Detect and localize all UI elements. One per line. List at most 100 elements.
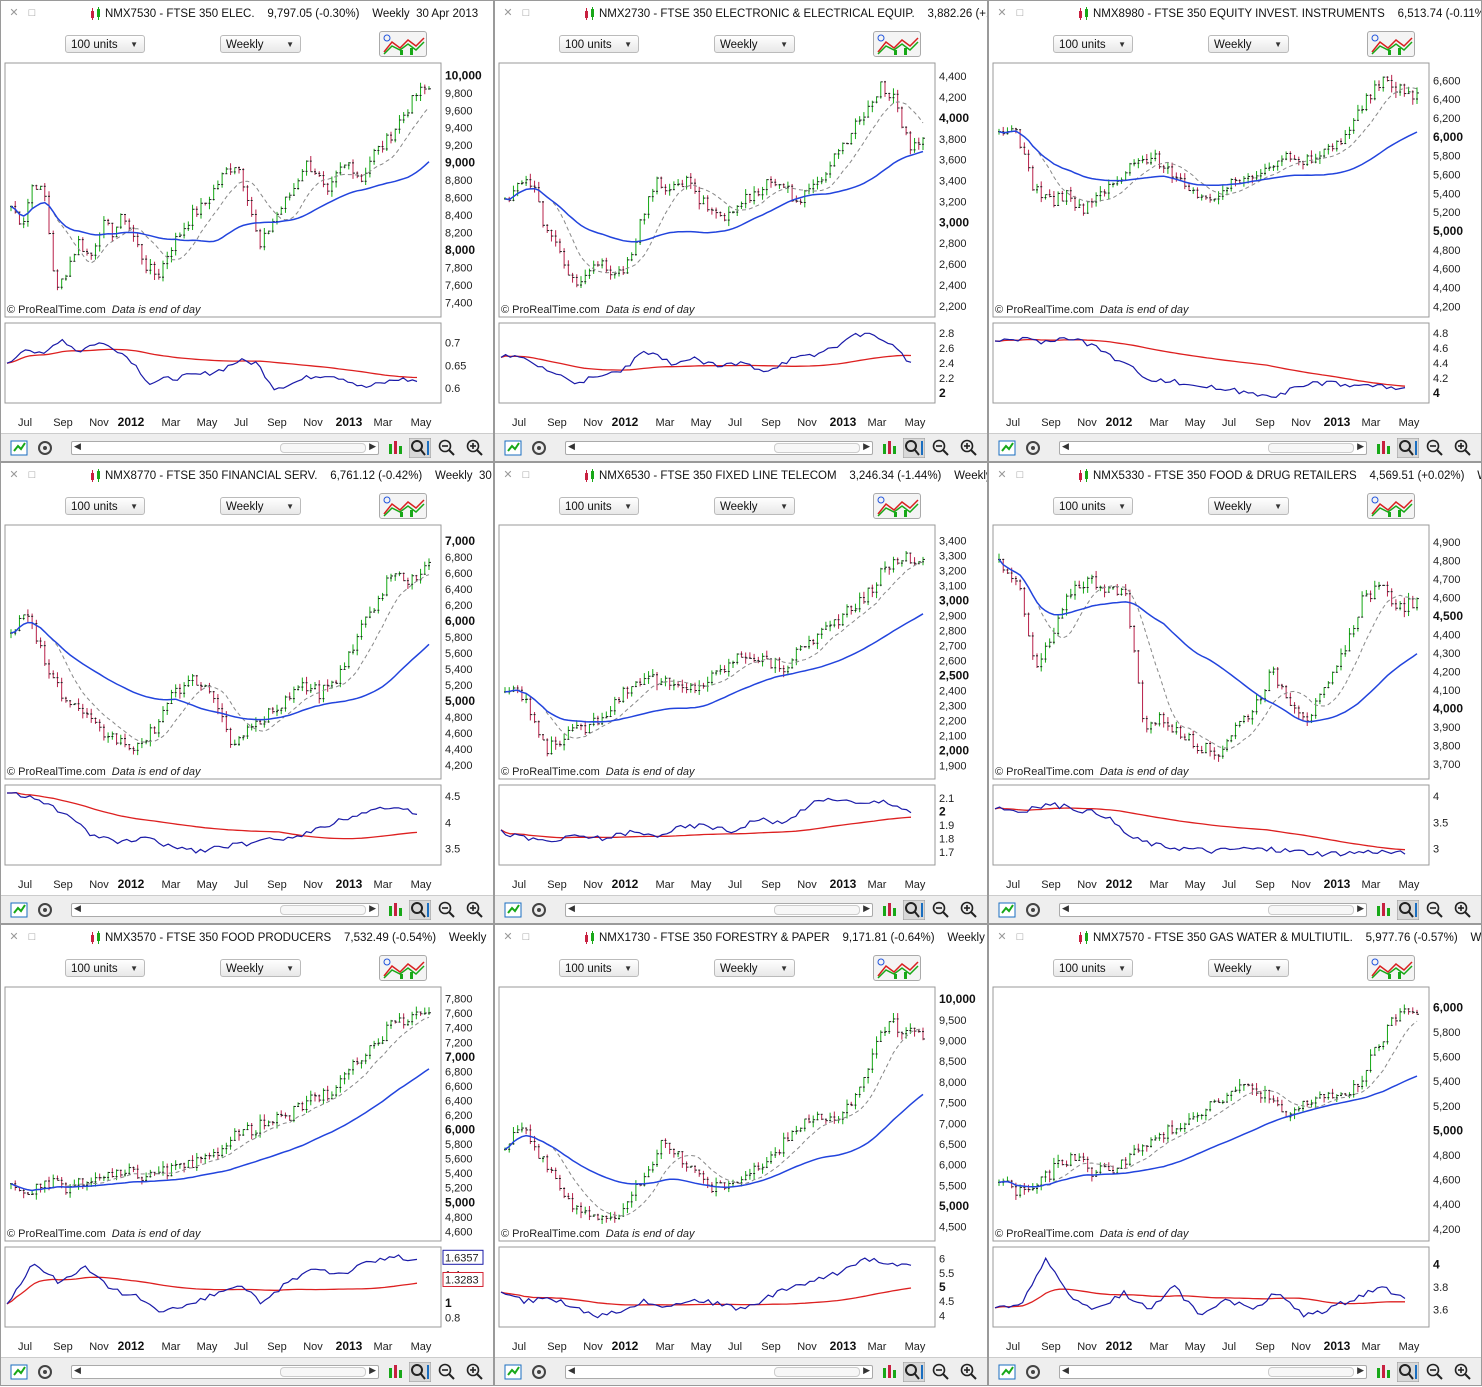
settings-icon[interactable]	[1023, 900, 1043, 920]
scroll-left-icon[interactable]: ◀	[1062, 441, 1069, 451]
zoom-out-icon[interactable]	[437, 900, 457, 920]
minimize-icon[interactable]: □	[522, 7, 530, 19]
units-select[interactable]: 100 units ▼	[65, 959, 145, 977]
close-icon[interactable]: ✕	[9, 469, 19, 481]
timeframe-select[interactable]: Weekly ▼	[1208, 959, 1289, 977]
time-scrollbar[interactable]: ◀ ▶	[565, 903, 873, 917]
units-select[interactable]: 100 units ▼	[559, 35, 639, 53]
time-scrollbar[interactable]: ◀ ▶	[71, 1365, 379, 1379]
minimize-icon[interactable]: □	[28, 7, 36, 19]
scroll-thumb[interactable]	[1268, 905, 1354, 915]
scroll-right-icon[interactable]: ▶	[1357, 1365, 1364, 1375]
timeframe-select[interactable]: Weekly ▼	[714, 959, 795, 977]
export-icon[interactable]	[503, 900, 523, 920]
export-icon[interactable]	[9, 900, 29, 920]
timeframe-select[interactable]: Weekly ▼	[220, 497, 301, 515]
scroll-thumb[interactable]	[280, 443, 366, 453]
price-chart[interactable]: 4,400 4,200 4,000 3,800 3,600 3,400 3,200 3,000…	[495, 61, 988, 433]
settings-icon[interactable]	[35, 438, 55, 458]
units-select[interactable]: 100 units ▼	[559, 959, 639, 977]
scroll-right-icon[interactable]: ▶	[1357, 903, 1364, 913]
draw-tool-icon[interactable]	[1373, 1362, 1393, 1382]
close-icon[interactable]: ✕	[997, 7, 1007, 19]
export-icon[interactable]	[997, 900, 1017, 920]
zoom-in-icon[interactable]	[465, 900, 485, 920]
scroll-thumb[interactable]	[1268, 1367, 1354, 1377]
zoom-out-icon[interactable]	[931, 900, 951, 920]
time-scrollbar[interactable]: ◀ ▶	[71, 903, 379, 917]
scroll-right-icon[interactable]: ▶	[1357, 441, 1364, 451]
settings-icon[interactable]	[529, 900, 549, 920]
units-select[interactable]: 100 units ▼	[1053, 959, 1133, 977]
scroll-left-icon[interactable]: ◀	[74, 903, 81, 913]
close-icon[interactable]: ✕	[997, 931, 1007, 943]
draw-tool-icon[interactable]	[385, 900, 405, 920]
scroll-right-icon[interactable]: ▶	[863, 903, 870, 913]
zoom-out-icon[interactable]	[931, 1362, 951, 1382]
zoom-in-icon[interactable]	[465, 1362, 485, 1382]
zoom-in-icon[interactable]	[959, 1362, 979, 1382]
draw-tool-icon[interactable]	[385, 438, 405, 458]
scroll-left-icon[interactable]: ◀	[1062, 1365, 1069, 1375]
minimize-icon[interactable]: □	[1016, 931, 1024, 943]
draw-tool-icon[interactable]	[879, 1362, 899, 1382]
zoom-out-icon[interactable]	[437, 1362, 457, 1382]
scroll-thumb[interactable]	[774, 443, 860, 453]
scroll-left-icon[interactable]: ◀	[568, 903, 575, 913]
zoom-out-icon[interactable]	[1425, 1362, 1445, 1382]
time-scrollbar[interactable]: ◀ ▶	[71, 441, 379, 455]
settings-icon[interactable]	[1023, 438, 1043, 458]
close-icon[interactable]: ✕	[9, 7, 19, 19]
timeframe-select[interactable]: Weekly ▼	[1208, 497, 1289, 515]
units-select[interactable]: 100 units ▼	[1053, 35, 1133, 53]
zoom-tool-icon[interactable]	[1396, 1361, 1420, 1383]
zoom-in-icon[interactable]	[1453, 1362, 1473, 1382]
price-chart[interactable]: 6,000 5,800 5,600 5,400 5,200 5,000 4,800 4,600…	[989, 985, 1482, 1357]
style-toolbar-icon[interactable]	[379, 31, 427, 57]
zoom-in-icon[interactable]	[1453, 900, 1473, 920]
price-chart[interactable]: 7,000 6,800 6,600 6,400 6,200 6,000 5,800 5,600…	[1, 523, 494, 895]
price-chart[interactable]: 6,600 6,400 6,200 6,000 5,800 5,600 5,400 5,200…	[989, 61, 1482, 433]
scroll-left-icon[interactable]: ◀	[74, 1365, 81, 1375]
zoom-tool-icon[interactable]	[1396, 437, 1420, 459]
scroll-thumb[interactable]	[774, 1367, 860, 1377]
settings-icon[interactable]	[1023, 1362, 1043, 1382]
draw-tool-icon[interactable]	[1373, 438, 1393, 458]
time-scrollbar[interactable]: ◀ ▶	[1059, 441, 1367, 455]
zoom-tool-icon[interactable]	[1396, 899, 1420, 921]
minimize-icon[interactable]: □	[522, 469, 530, 481]
scroll-right-icon[interactable]: ▶	[369, 903, 376, 913]
time-scrollbar[interactable]: ◀ ▶	[565, 1365, 873, 1379]
zoom-out-icon[interactable]	[437, 438, 457, 458]
style-toolbar-icon[interactable]	[1367, 493, 1415, 519]
minimize-icon[interactable]: □	[28, 469, 36, 481]
timeframe-select[interactable]: Weekly ▼	[220, 35, 301, 53]
scroll-right-icon[interactable]: ▶	[863, 441, 870, 451]
close-icon[interactable]: ✕	[503, 931, 513, 943]
style-toolbar-icon[interactable]	[873, 955, 921, 981]
zoom-tool-icon[interactable]	[408, 1361, 432, 1383]
scroll-thumb[interactable]	[280, 905, 366, 915]
scroll-thumb[interactable]	[280, 1367, 366, 1377]
zoom-out-icon[interactable]	[931, 438, 951, 458]
style-toolbar-icon[interactable]	[379, 955, 427, 981]
zoom-tool-icon[interactable]	[408, 899, 432, 921]
style-toolbar-icon[interactable]	[873, 31, 921, 57]
scroll-right-icon[interactable]: ▶	[369, 441, 376, 451]
style-toolbar-icon[interactable]	[1367, 31, 1415, 57]
zoom-tool-icon[interactable]	[902, 899, 926, 921]
draw-tool-icon[interactable]	[879, 900, 899, 920]
time-scrollbar[interactable]: ◀ ▶	[565, 441, 873, 455]
minimize-icon[interactable]: □	[522, 931, 530, 943]
scroll-left-icon[interactable]: ◀	[568, 441, 575, 451]
scroll-right-icon[interactable]: ▶	[369, 1365, 376, 1375]
time-scrollbar[interactable]: ◀ ▶	[1059, 1365, 1367, 1379]
close-icon[interactable]: ✕	[997, 469, 1007, 481]
style-toolbar-icon[interactable]	[1367, 955, 1415, 981]
settings-icon[interactable]	[529, 438, 549, 458]
minimize-icon[interactable]: □	[1016, 469, 1024, 481]
price-chart[interactable]: 10,000 9,500 9,000 8,500 8,000 7,500 7,000 6,50…	[495, 985, 988, 1357]
minimize-icon[interactable]: □	[28, 931, 36, 943]
